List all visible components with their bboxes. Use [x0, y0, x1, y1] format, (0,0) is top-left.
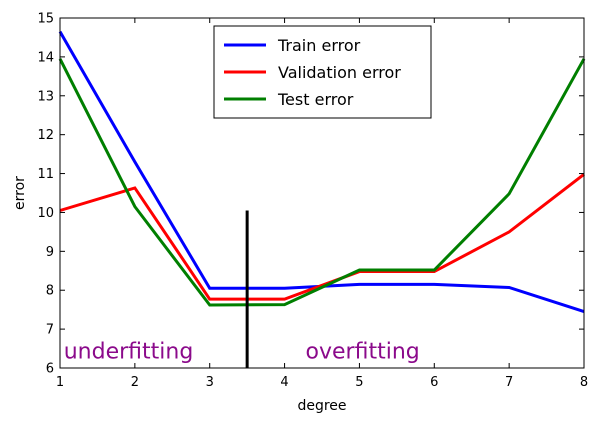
x-axis-label: degree [297, 398, 346, 414]
y-tick-label: 11 [37, 167, 54, 182]
x-tick-label: 1 [56, 375, 64, 390]
legend-label: Train error [277, 36, 361, 55]
series-line-2 [59, 173, 585, 301]
y-tick-label: 10 [37, 206, 54, 221]
y-tick-label: 15 [37, 12, 54, 27]
x-tick-label: 2 [131, 375, 139, 390]
x-tick-label: 7 [505, 375, 513, 390]
x-tick-label: 4 [280, 375, 288, 390]
y-tick-label: 7 [46, 323, 54, 338]
plot-area [58, 30, 586, 368]
series-line-3 [58, 58, 586, 307]
y-tick-label: 6 [46, 362, 54, 377]
y-tick-label: 14 [37, 50, 54, 65]
legend-label: Test error [277, 90, 354, 109]
annotation-label: overfitting [306, 339, 420, 364]
plot-frame [59, 17, 585, 369]
annotations: underfitting overfitting [64, 339, 420, 364]
legend-label: Validation error [278, 63, 401, 82]
x-tick-label: 5 [355, 375, 363, 390]
y-tick-label: 9 [46, 245, 54, 260]
y-axis-label: error [12, 176, 28, 210]
legend: Train error Validation error Test error [213, 25, 432, 119]
x-tick-label: 3 [206, 375, 214, 390]
x-tick-label: 8 [580, 375, 588, 390]
y-tick-label: 12 [37, 128, 54, 143]
x-tick-label: 6 [430, 375, 438, 390]
annotation-label: underfitting [64, 339, 194, 364]
y-tick-label: 13 [37, 89, 54, 104]
y-tick-label: 8 [46, 284, 54, 299]
